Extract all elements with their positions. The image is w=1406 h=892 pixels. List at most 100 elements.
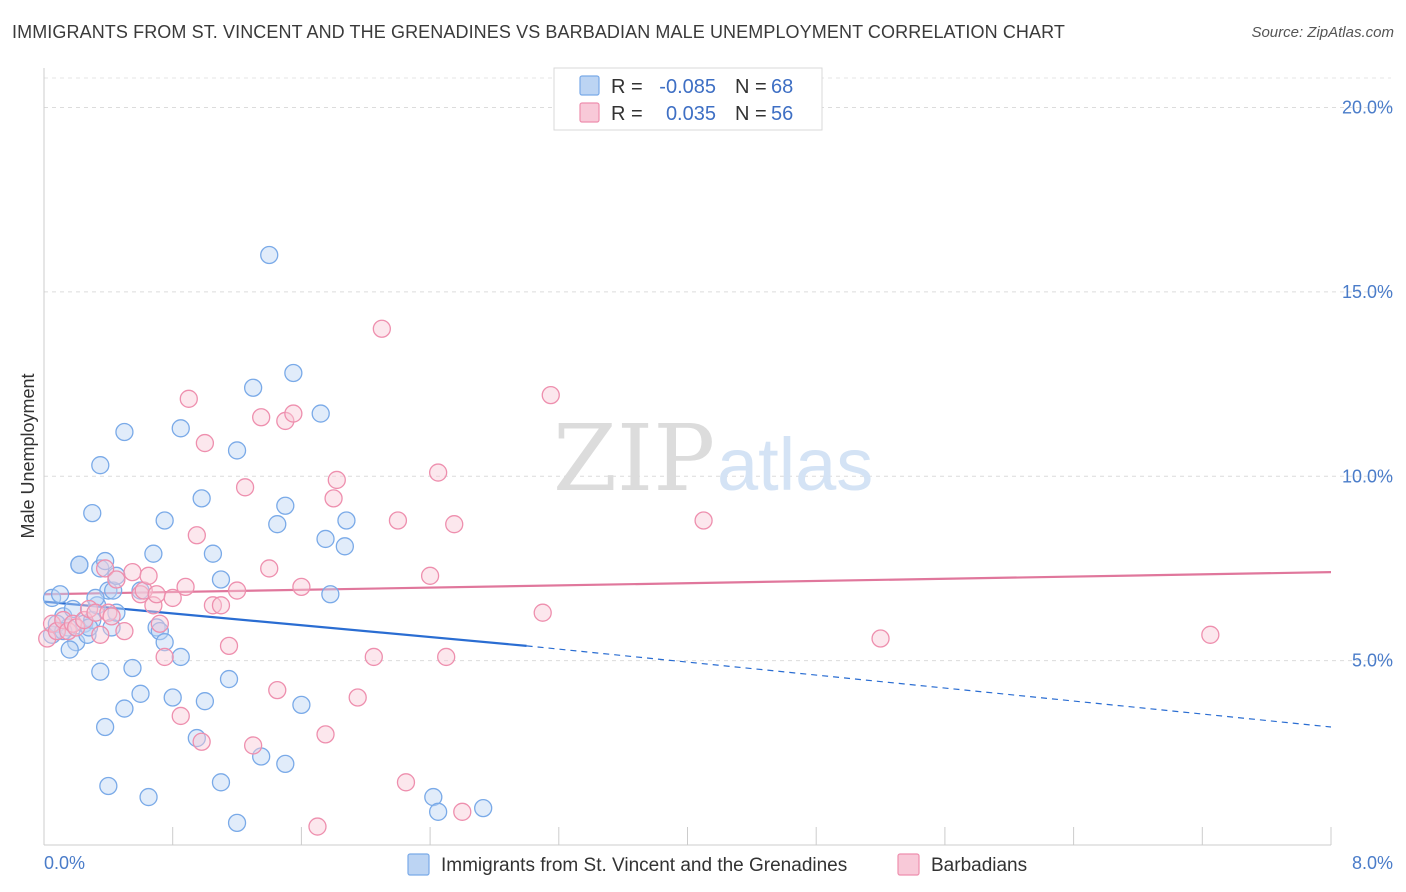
point-s1-11 [95,559,115,578]
point-s1-47 [348,688,367,707]
point-s0-41 [155,633,174,652]
series-swatch-barbadians [897,853,920,876]
point-s1-32 [211,596,231,615]
point-s1-24 [163,588,182,608]
point-s0-43 [171,419,190,438]
y-tick-label-3: 20.0% [1342,98,1393,118]
point-s0-50 [211,773,231,792]
point-s0-36 [139,787,158,807]
point-s1-54 [437,647,456,667]
point-s0-33 [123,658,142,678]
correlation-legend: R = -0.085 N = 68 R = 0.035 N = 56 [553,67,823,131]
grid-lines [44,77,1391,662]
legend-n-value-2: 56 [771,103,793,125]
point-s1-20 [144,596,163,615]
y-tick-label-2: 15.0% [1342,282,1393,302]
legend-swatch-blue [579,75,600,96]
point-s0-40 [155,511,174,530]
x-tick-label-0: 0.0% [44,853,85,873]
point-s0-49 [211,570,231,589]
point-s1-42 [292,577,311,597]
point-s0-59 [276,754,295,774]
watermark-zip: ZIP [553,405,715,512]
point-s1-59 [694,511,713,530]
point-s1-28 [187,526,206,545]
point-s1-26 [176,577,195,597]
point-s0-39 [150,621,169,641]
point-s1-16 [123,562,142,582]
point-s1-52 [420,566,440,585]
point-s0-61 [292,695,311,715]
point-s0-42 [163,688,182,707]
y-axis-title: Male Unemployment [18,373,38,538]
point-s0-51 [219,669,239,689]
series-label-immigrants: Immigrants from St. Vincent and the Gren… [441,855,847,876]
watermark-atlas: atlas [717,423,873,506]
point-s0-13 [95,551,115,571]
point-s0-20 [60,640,79,659]
legend-n-label-2: N = [735,103,767,125]
point-s0-66 [337,511,356,530]
trend-extension-0 [526,645,1332,728]
point-s1-41 [284,404,303,423]
point-s1-15 [115,621,134,641]
point-s1-48 [364,647,383,667]
point-s0-48 [203,544,223,563]
point-s1-29 [192,732,211,751]
source-label: Source: ZipAtlas.com [1251,24,1394,41]
point-s0-63 [316,529,335,549]
point-s0-2 [50,585,70,604]
point-s0-47 [195,692,215,711]
point-s1-25 [171,706,190,726]
point-s1-37 [252,408,271,427]
x-tick-labels: 0.0% 8.0% [44,853,1393,873]
point-s0-58 [276,496,295,515]
point-s1-14 [107,570,126,589]
point-s0-60 [284,363,303,383]
point-s0-23 [86,588,105,608]
point-s1-45 [324,489,343,508]
point-s0-25 [91,662,110,681]
point-s1-56 [453,802,472,821]
watermark: ZIP atlas [553,405,873,512]
point-s1-39 [268,680,287,700]
point-s0-52 [227,441,247,460]
point-s1-33 [219,636,239,656]
x-tick-label-1: 8.0% [1352,853,1393,873]
y-tick-label-0: 5.0% [1352,651,1393,671]
trend-line-1 [43,571,1332,596]
legend-r-value-2: 0.035 [666,103,716,125]
point-s1-43 [308,817,327,836]
y-tick-labels: 5.0% 10.0% 15.0% 20.0% [1342,98,1393,671]
point-s0-57 [268,515,287,534]
legend-r-label-2: R = [611,103,643,125]
legend-n-label-1: N = [735,76,767,98]
point-s0-53 [227,813,247,833]
point-s0-29 [104,581,123,600]
point-s0-54 [243,378,263,397]
point-s1-21 [147,585,166,604]
legend-n-value-1: 68 [771,76,793,98]
point-s0-46 [192,489,211,508]
point-s0-37 [144,544,163,563]
point-s1-23 [155,647,174,667]
y-tick-label-1: 10.0% [1342,466,1393,486]
point-s0-24 [83,503,102,523]
point-s0-28 [99,776,118,796]
point-s1-13 [102,607,121,626]
point-s0-65 [335,537,354,556]
legend-swatch-pink [579,102,600,123]
point-s0-62 [311,404,330,423]
chart-title: IMMIGRANTS FROM ST. VINCENT AND THE GREN… [12,22,1065,42]
point-s1-27 [179,389,198,408]
point-s1-60 [871,629,890,648]
point-s1-22 [150,614,169,633]
series-label-barbadians: Barbadians [931,855,1027,876]
point-s0-34 [131,684,150,703]
legend-r-label-1: R = [611,76,643,98]
point-s1-34 [227,581,247,600]
point-s0-31 [115,422,134,442]
point-s1-36 [243,736,263,755]
series-legend: Immigrants from St. Vincent and the Gren… [407,853,1027,876]
point-s0-26 [91,456,110,475]
